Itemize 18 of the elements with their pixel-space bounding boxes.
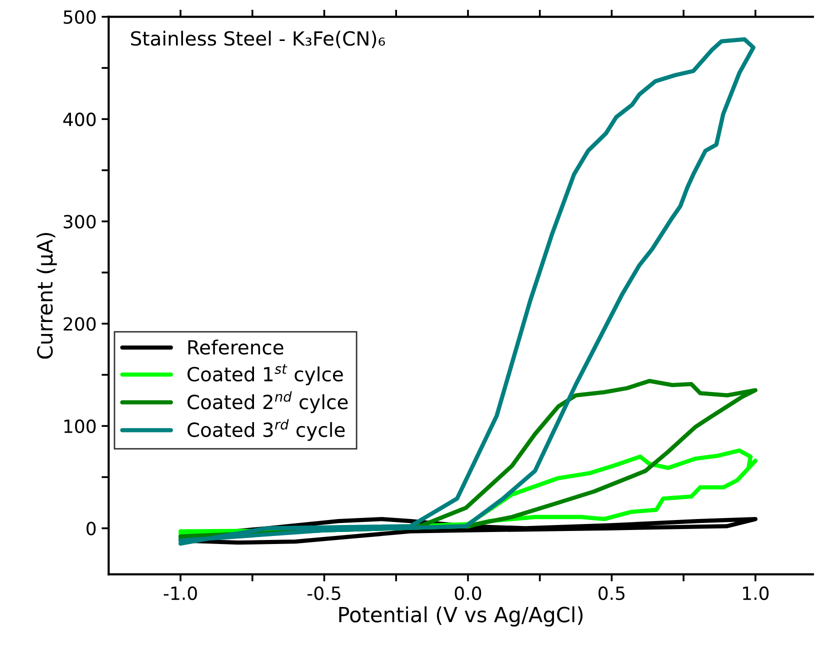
x-tick-label: 1.0 [743,586,769,600]
x-tick-label: -0.5 [308,586,340,600]
x-axis-title: Potential (V vs Ag/AgCl) [339,606,583,627]
legend-label: Coated 3$^{rd}$ cycle [188,419,345,441]
y-tick-label: 0 [86,522,96,536]
legend-label: Coated 1$^{st}$ cylce [188,364,343,386]
y-axis-title: Current (μA) [36,233,57,359]
y-tick-label: 400 [63,112,96,126]
x-tick-label: 0.5 [598,586,624,600]
x-tick-label: -1.0 [164,586,197,600]
text: Stainless Steel - K₃Fe(CN)₆ [131,30,385,48]
y-tick-label: 200 [64,317,96,331]
legend-label: Coated 2$^{nd}$ cylce [188,391,348,414]
legend-label: Reference [188,340,284,355]
x-tick-label: 0.0 [454,586,482,600]
y-tick-label: 100 [64,419,96,434]
y-tick-label: 500 [64,10,96,24]
y-tick-label: 300 [64,214,96,228]
